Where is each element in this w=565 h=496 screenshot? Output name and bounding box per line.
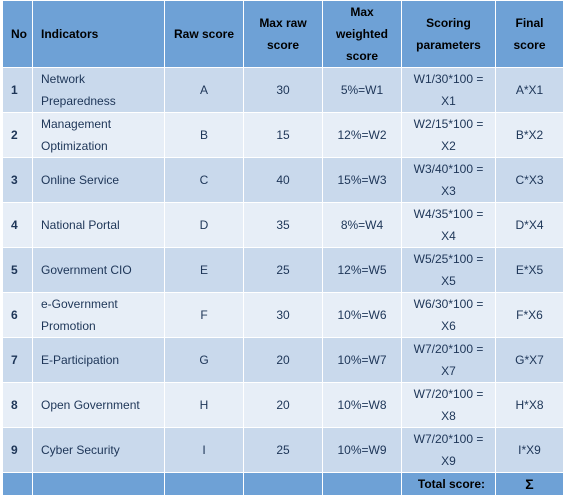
row-final-score: B*X2 <box>495 112 564 158</box>
total-row: Total score: Σ <box>2 472 564 496</box>
row-scoring-parameter: W5/25*100 = X5 <box>401 247 496 293</box>
table-row: 4 National Portal D 35 8%=W4 W4/35*100 =… <box>2 202 564 248</box>
total-empty <box>322 472 402 496</box>
header-max-weighted-score: Max weighted score <box>322 0 402 68</box>
row-max-weighted-score: 10%=W6 <box>322 292 402 338</box>
header-indicators: Indicators <box>32 0 165 68</box>
table-row: 8 Open Government H 20 10%=W8 W7/20*100 … <box>2 382 564 428</box>
row-indicator: E-Participation <box>32 337 165 383</box>
row-scoring-parameter: W7/20*100 = X8 <box>401 382 496 428</box>
row-final-score: G*X7 <box>495 337 564 383</box>
row-indicator: Management Optimization <box>32 112 165 158</box>
row-raw-score: H <box>164 382 244 428</box>
row-max-weighted-score: 12%=W2 <box>322 112 402 158</box>
row-indicator: e-Government Promotion <box>32 292 165 338</box>
row-indicator: Government CIO <box>32 247 165 293</box>
row-max-weighted-score: 10%=W9 <box>322 427 402 473</box>
table-row: 2 Management Optimization B 15 12%=W2 W2… <box>2 112 564 158</box>
row-max-weighted-score: 8%=W4 <box>322 202 402 248</box>
row-number: 5 <box>2 247 33 293</box>
row-final-score: C*X3 <box>495 157 564 203</box>
row-raw-score: E <box>164 247 244 293</box>
row-max-weighted-score: 10%=W8 <box>322 382 402 428</box>
header-no: No <box>2 0 33 68</box>
row-final-score: A*X1 <box>495 67 564 113</box>
total-score-label: Total score: <box>401 472 496 496</box>
row-number: 6 <box>2 292 33 338</box>
row-final-score: H*X8 <box>495 382 564 428</box>
total-empty <box>164 472 244 496</box>
header-final-score: Final score <box>495 0 564 68</box>
row-number: 9 <box>2 427 33 473</box>
header-raw-score: Raw score <box>164 0 244 68</box>
row-max-weighted-score: 12%=W5 <box>322 247 402 293</box>
row-final-score: D*X4 <box>495 202 564 248</box>
row-scoring-parameter: W6/30*100 = X6 <box>401 292 496 338</box>
header-max-raw-score: Max raw score <box>243 0 323 68</box>
row-scoring-parameter: W1/30*100 = X1 <box>401 67 496 113</box>
row-max-raw-score: 30 <box>243 67 323 113</box>
row-final-score: I*X9 <box>495 427 564 473</box>
row-scoring-parameter: W7/20*100 = X9 <box>401 427 496 473</box>
row-scoring-parameter: W7/20*100 = X7 <box>401 337 496 383</box>
row-scoring-parameter: W4/35*100 = X4 <box>401 202 496 248</box>
row-indicator: Cyber Security <box>32 427 165 473</box>
row-final-score: E*X5 <box>495 247 564 293</box>
row-indicator: Network Preparedness <box>32 67 165 113</box>
row-max-weighted-score: 10%=W7 <box>322 337 402 383</box>
total-empty <box>32 472 165 496</box>
total-empty <box>243 472 323 496</box>
total-score-sigma: Σ <box>495 472 564 496</box>
row-number: 8 <box>2 382 33 428</box>
row-max-raw-score: 15 <box>243 112 323 158</box>
row-max-weighted-score: 5%=W1 <box>322 67 402 113</box>
table-header-row: No Indicators Raw score Max raw score Ma… <box>2 0 564 68</box>
row-number: 3 <box>2 157 33 203</box>
row-number: 7 <box>2 337 33 383</box>
row-raw-score: G <box>164 337 244 383</box>
row-max-raw-score: 30 <box>243 292 323 338</box>
table-row: 9 Cyber Security I 25 10%=W9 W7/20*100 =… <box>2 427 564 473</box>
row-indicator: Open Government <box>32 382 165 428</box>
total-empty <box>2 472 33 496</box>
row-max-weighted-score: 15%=W3 <box>322 157 402 203</box>
row-scoring-parameter: W2/15*100 = X2 <box>401 112 496 158</box>
row-raw-score: F <box>164 292 244 338</box>
table-row: 7 E-Participation G 20 10%=W7 W7/20*100 … <box>2 337 564 383</box>
row-max-raw-score: 40 <box>243 157 323 203</box>
table-row: 6 e-Government Promotion F 30 10%=W6 W6/… <box>2 292 564 338</box>
row-raw-score: C <box>164 157 244 203</box>
row-raw-score: B <box>164 112 244 158</box>
row-max-raw-score: 25 <box>243 247 323 293</box>
header-scoring-parameters: Scoring parameters <box>401 0 496 68</box>
row-indicator: Online Service <box>32 157 165 203</box>
table-row: 3 Online Service C 40 15%=W3 W3/40*100 =… <box>2 157 564 203</box>
row-max-raw-score: 20 <box>243 337 323 383</box>
table-row: 5 Government CIO E 25 12%=W5 W5/25*100 =… <box>2 247 564 293</box>
row-indicator: National Portal <box>32 202 165 248</box>
row-scoring-parameter: W3/40*100 = X3 <box>401 157 496 203</box>
row-max-raw-score: 35 <box>243 202 323 248</box>
table-row: 1 Network Preparedness A 30 5%=W1 W1/30*… <box>2 67 564 113</box>
row-max-raw-score: 20 <box>243 382 323 428</box>
row-number: 1 <box>2 67 33 113</box>
row-number: 2 <box>2 112 33 158</box>
row-raw-score: I <box>164 427 244 473</box>
row-raw-score: A <box>164 67 244 113</box>
row-number: 4 <box>2 202 33 248</box>
row-final-score: F*X6 <box>495 292 564 338</box>
row-raw-score: D <box>164 202 244 248</box>
row-max-raw-score: 25 <box>243 427 323 473</box>
